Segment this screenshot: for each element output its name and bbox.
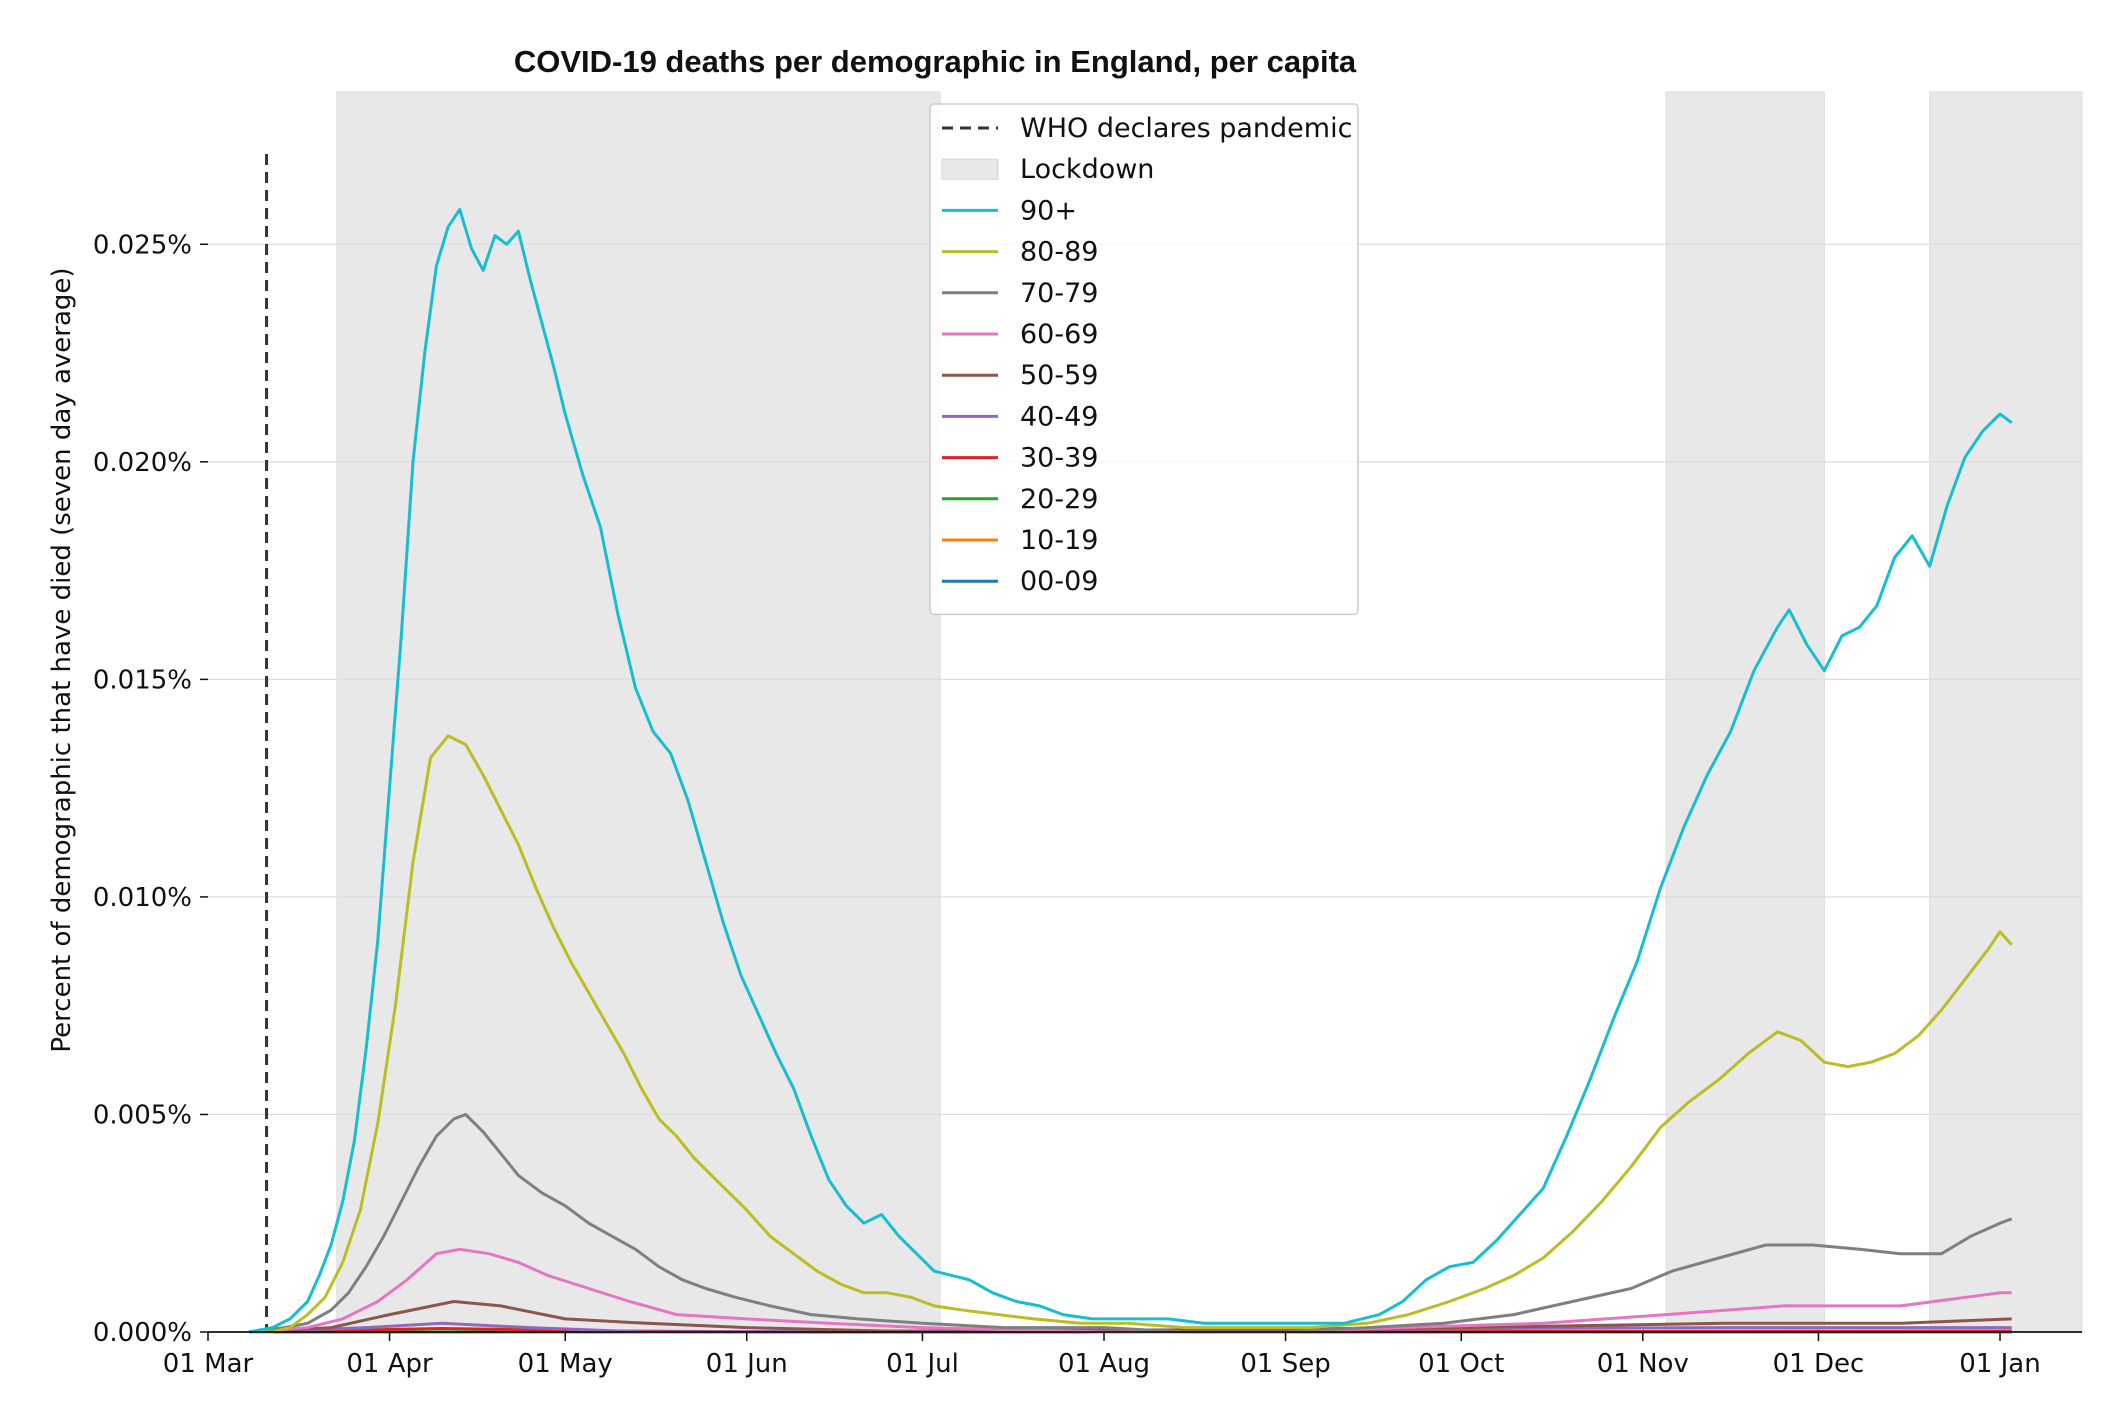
series-line-90plus <box>248 208 2013 1334</box>
legend-label: 40-49 <box>1020 401 1098 432</box>
series-line-50-59 <box>248 1300 2012 1334</box>
x-tick-label: 01 Nov <box>1597 1349 1689 1379</box>
x-tick-label: 01 Jun <box>706 1349 788 1379</box>
legend-label: 80-89 <box>1020 237 1098 268</box>
lockdown-layer <box>336 91 2083 1333</box>
y-axis-label: Percent of demographic that have died (s… <box>47 267 77 1052</box>
series-line-70-79 <box>248 1113 2013 1334</box>
legend-60-69: 60-69 <box>942 319 1098 350</box>
legend-20-29: 20-29 <box>942 484 1098 515</box>
chart-title: COVID-19 deaths per demographic in Engla… <box>514 44 1357 79</box>
x-tick-label: 01 May <box>518 1349 613 1379</box>
x-tick-label: 01 Oct <box>1418 1349 1504 1379</box>
legend-30-39: 30-39 <box>942 443 1098 474</box>
y-tick-label: 0.005% <box>93 1100 192 1130</box>
legend-10-19: 10-19 <box>942 525 1098 556</box>
axis-layer: 0.000% 0.005% 0.010% 0.015% 0.020% 0.025% 01 M… <box>93 230 2082 1379</box>
lockdown-span-1 <box>336 91 941 1333</box>
legend-box <box>929 103 1359 616</box>
x-tick-label: 01 Dec <box>1773 1349 1865 1379</box>
y-tick-label: 0.020% <box>93 448 192 478</box>
x-tick-label: 01 Aug <box>1058 1349 1150 1379</box>
legend-label: 20-29 <box>1020 484 1098 515</box>
x-tick-label: 01 Sep <box>1240 1349 1330 1379</box>
series-line-80-89 <box>249 734 2013 1334</box>
x-tick-label: 01 Jul <box>886 1349 959 1379</box>
legend: WHO declares pandemic Lockdown 90+ 80-89 70-… <box>929 103 1359 616</box>
legend-50-59: 50-59 <box>942 360 1098 391</box>
legend-80-89: 80-89 <box>942 237 1098 268</box>
legend-label: 60-69 <box>1020 319 1098 350</box>
legend-40-49: 40-49 <box>942 401 1098 432</box>
legend-label: 00-09 <box>1020 566 1098 597</box>
legend-00-09: 00-09 <box>942 566 1098 597</box>
x-tick-label: 01 Mar <box>163 1349 254 1379</box>
legend-label: WHO declares pandemic <box>1020 113 1352 144</box>
lockdown-span-3 <box>1929 91 2083 1333</box>
legend-label: 70-79 <box>1020 278 1098 309</box>
legend-label: 90+ <box>1020 195 1077 226</box>
series-line-40-49 <box>248 1321 2012 1334</box>
legend-70-79: 70-79 <box>942 278 1098 309</box>
x-tick-label: 01 Apr <box>346 1349 433 1379</box>
x-tick-label: 01 Jan <box>1959 1349 2040 1379</box>
legend-label: 10-19 <box>1020 525 1098 556</box>
series-line-60-69 <box>248 1247 2012 1334</box>
legend-90plus: 90+ <box>942 195 1077 226</box>
lockdown-span-2 <box>1665 91 1825 1333</box>
legend-label: 30-39 <box>1020 443 1098 474</box>
legend-who: WHO declares pandemic <box>942 113 1352 144</box>
y-tick-label: 0.025% <box>93 230 192 260</box>
legend-lockdown: Lockdown <box>941 154 1154 185</box>
y-tick-label: 0.000% <box>93 1318 192 1348</box>
y-tick-label: 0.015% <box>93 665 192 695</box>
legend-swatch <box>941 158 999 180</box>
y-tick-label: 0.010% <box>93 883 192 913</box>
legend-label: Lockdown <box>1020 154 1154 185</box>
legend-label: 50-59 <box>1020 360 1098 391</box>
